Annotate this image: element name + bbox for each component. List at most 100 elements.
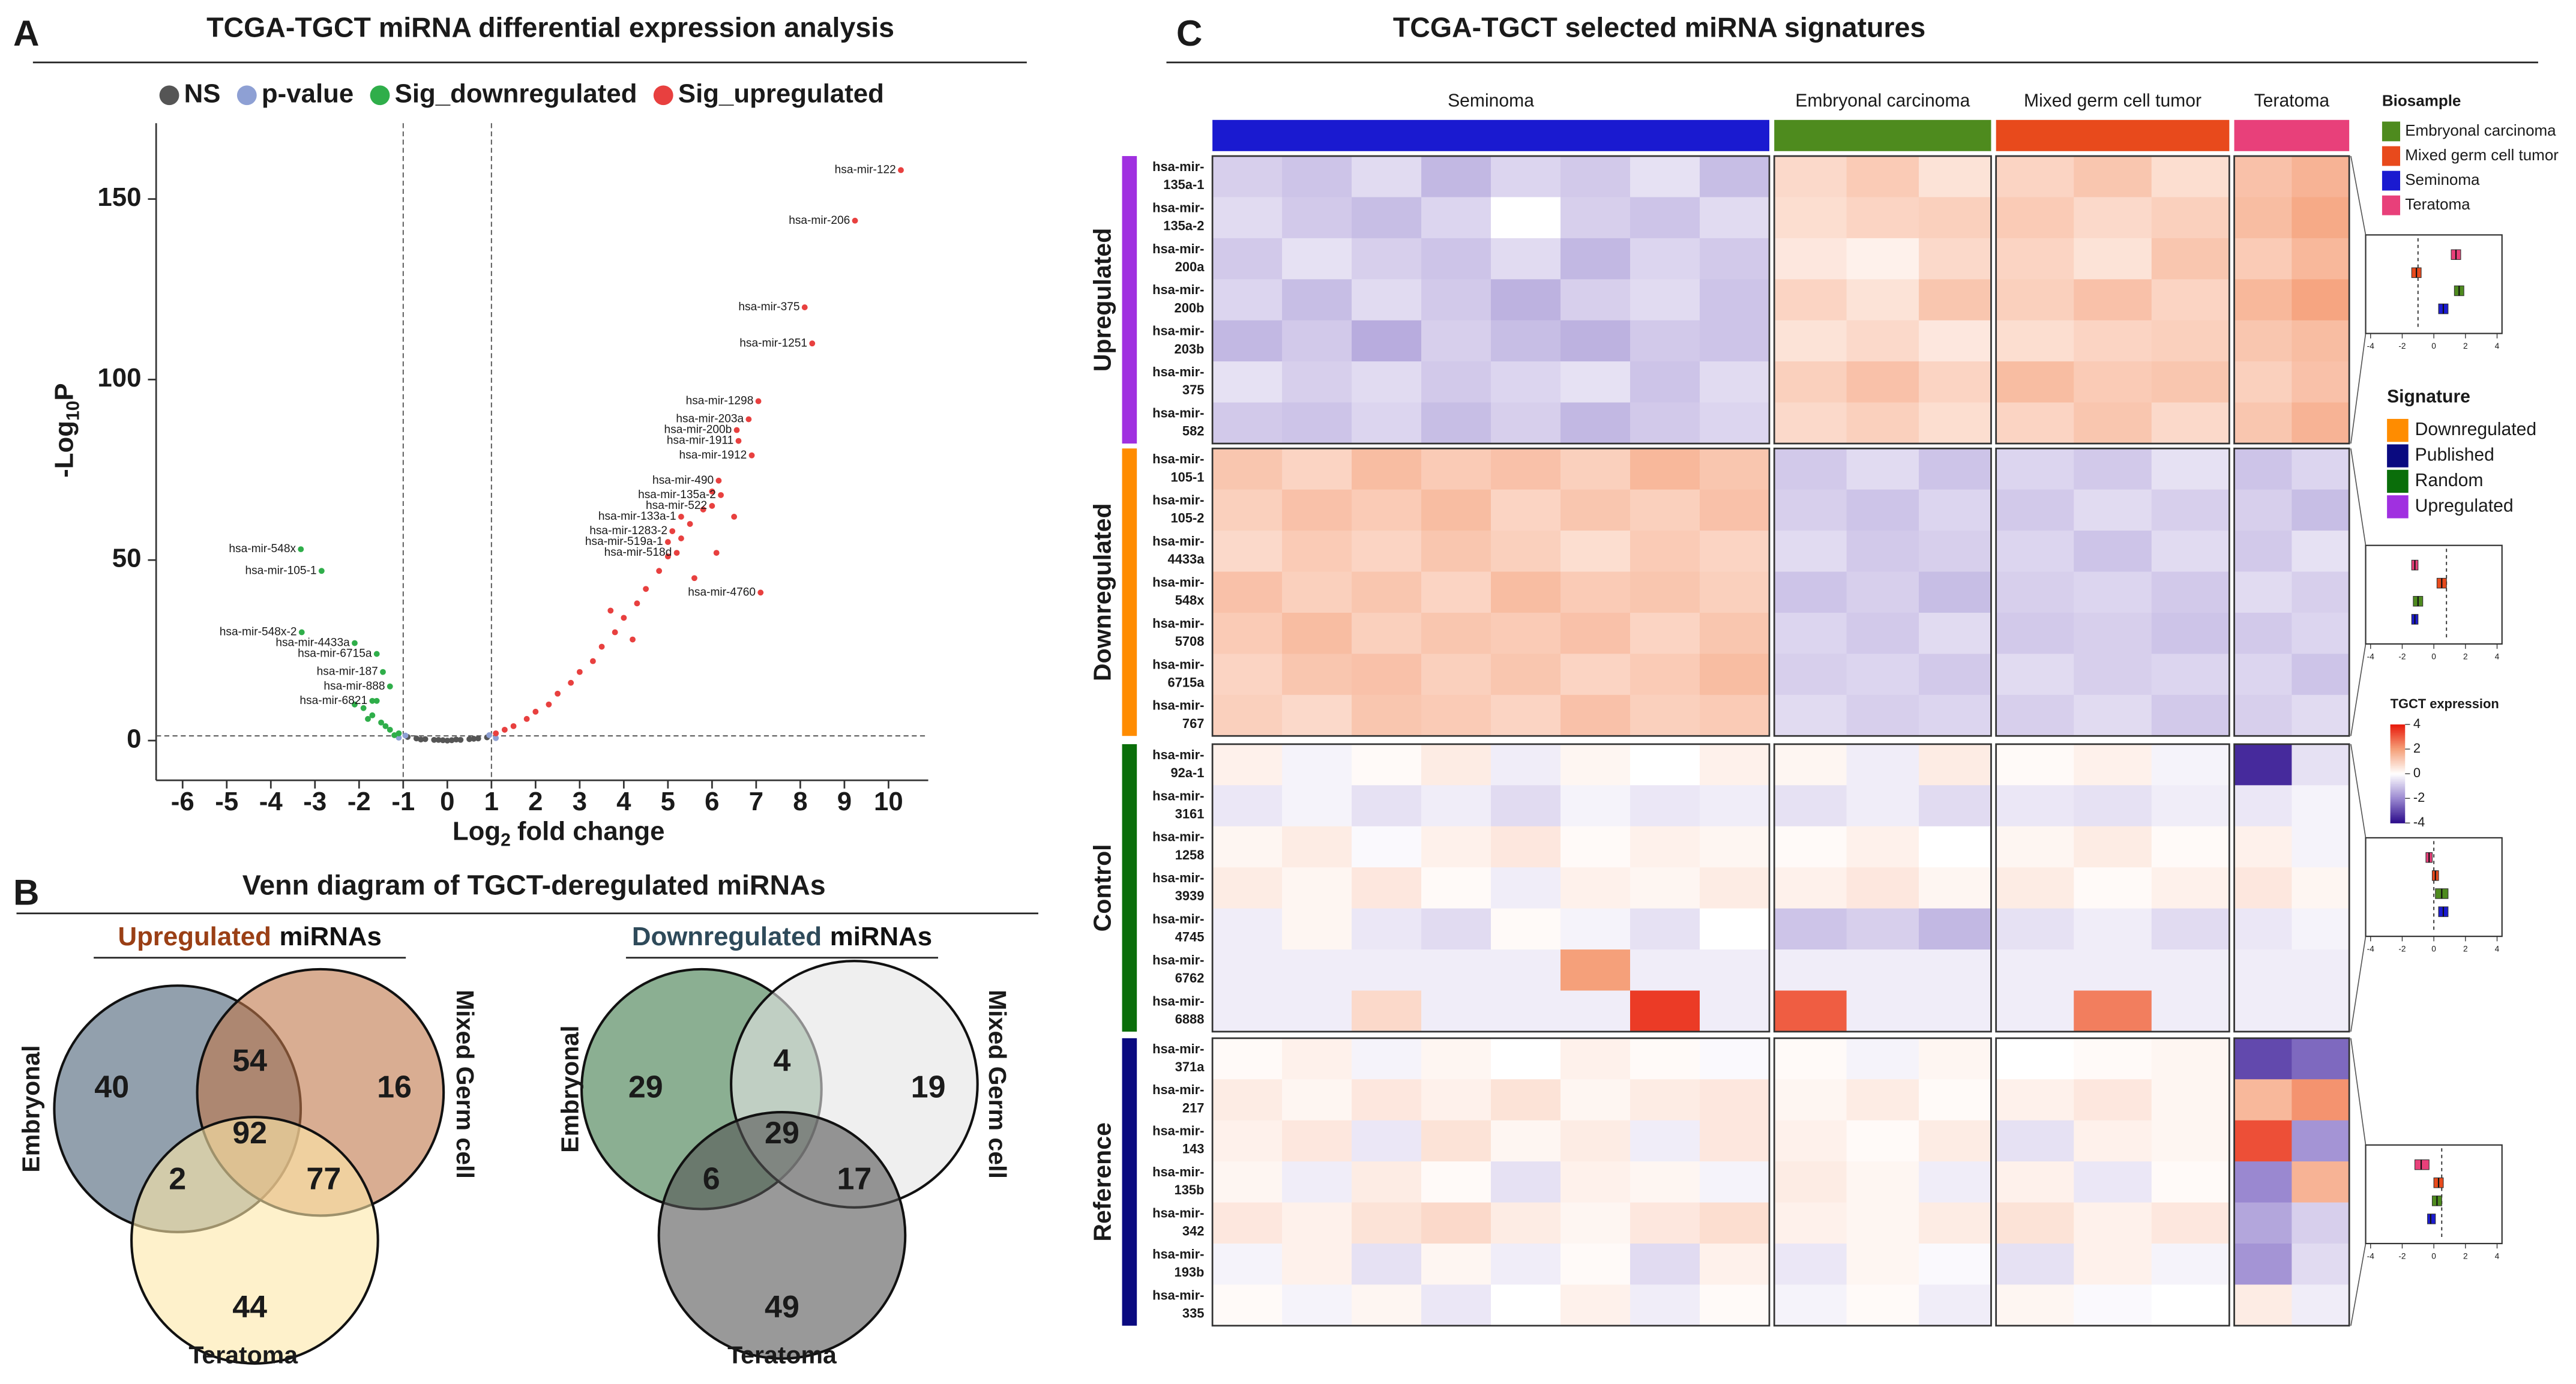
heatmap-cell <box>2151 1038 2230 1080</box>
heatmap-cell <box>1774 1243 1847 1286</box>
heatmap-cell <box>1560 320 1631 362</box>
labeled-point <box>352 640 358 646</box>
heatmap-cell <box>1421 448 1491 490</box>
heatmap-cell <box>1996 990 2075 1032</box>
x-tick-label: -5 <box>215 787 238 816</box>
heatmap-cell <box>1919 785 1992 827</box>
heatmap-cell <box>1774 1161 1847 1203</box>
heatmap-cell <box>1996 785 2075 827</box>
heatmap-cell <box>1282 785 1352 827</box>
heatmap-cell <box>2074 867 2152 909</box>
heatmap-cell <box>1282 1284 1352 1326</box>
heatmap-cell <box>1699 1202 1770 1244</box>
legend-swatch <box>159 85 179 106</box>
heatmap-cell <box>2234 694 2293 737</box>
heatmap-cell <box>2234 826 2293 868</box>
heatmap-cell <box>1282 238 1352 280</box>
heatmap-cell <box>1421 1079 1491 1121</box>
block-bar <box>1122 744 1137 1032</box>
row-label: 135a-1 <box>1163 177 1204 192</box>
heatmap-cell <box>2151 654 2230 696</box>
heatmap-cell <box>2151 826 2230 868</box>
heatmap-cell <box>1919 1243 1992 1286</box>
heatmap-cell <box>1212 612 1283 655</box>
colorbar-tick-label: -2 <box>2413 790 2425 805</box>
y-tick-label: 0 <box>127 724 141 754</box>
heatmap-cell <box>1996 156 2075 198</box>
row-label: 3161 <box>1175 806 1205 821</box>
legend-label: NS <box>184 79 221 108</box>
heatmap-cell <box>1421 744 1491 786</box>
heatmap-cell <box>1560 694 1631 737</box>
heatmap-cell <box>1560 531 1631 573</box>
colorbar-step <box>2390 750 2406 753</box>
group-label: Mixed germ cell tumor <box>2024 91 2201 111</box>
row-label: hsa-mir- <box>1152 952 1204 967</box>
heatmap-cell <box>2234 402 2293 444</box>
heatmap-cell <box>1282 448 1352 490</box>
heatmap-cell <box>1282 1161 1352 1203</box>
heatmap-cell <box>1212 949 1283 991</box>
heatmap-cell <box>1352 1161 1422 1203</box>
heatmap-cell <box>1699 156 1770 198</box>
heatmap-cell <box>1630 1038 1700 1080</box>
data-point <box>352 701 358 708</box>
box-tick-label: -2 <box>2398 945 2406 954</box>
heatmap-cell <box>1699 531 1770 573</box>
heatmap-cell <box>1846 949 1919 991</box>
labeled-point <box>298 546 304 553</box>
heatmap-cell <box>2292 489 2350 531</box>
heatmap-cell <box>1919 402 1992 444</box>
labeled-point <box>387 683 393 690</box>
heatmap-cell <box>1421 1202 1491 1244</box>
x-tick-label: 10 <box>874 787 903 816</box>
x-tick-label: -6 <box>171 787 194 816</box>
row-label: hsa-mir- <box>1152 241 1204 256</box>
heatmap-cell <box>2234 785 2293 827</box>
point-label: hsa-mir-519a-1 <box>585 535 663 548</box>
row-label: 371a <box>1175 1059 1205 1074</box>
heatmap-cell <box>1282 531 1352 573</box>
heatmap-cell <box>1560 1120 1631 1162</box>
row-label: 767 <box>1182 716 1205 731</box>
heatmap-cell <box>2074 654 2152 696</box>
point-label: hsa-mir-133a-1 <box>598 510 676 523</box>
data-point <box>510 723 517 729</box>
heatmap-cell <box>1774 197 1847 239</box>
heatmap-cell <box>2074 489 2152 531</box>
heatmap-cell <box>1630 1120 1700 1162</box>
connector <box>2350 744 2367 838</box>
heatmap-cell <box>2292 1038 2350 1080</box>
heatmap-cell <box>1212 1284 1283 1326</box>
heatmap-cell <box>1699 744 1770 786</box>
heatmap-cell <box>2151 489 2230 531</box>
colorbar-step <box>2390 793 2406 796</box>
row-label: hsa-mir- <box>1152 747 1204 762</box>
heatmap-cell <box>1630 867 1700 909</box>
data-point <box>731 514 738 520</box>
heatmap-cell <box>1699 571 1770 613</box>
heatmap-cell <box>1846 238 1919 280</box>
heatmap-cell <box>1630 785 1700 827</box>
heatmap-cell <box>2151 1161 2230 1203</box>
heatmap-cell <box>1846 654 1919 696</box>
colorbar-step <box>2390 768 2406 771</box>
heatmap-cell <box>1699 1079 1770 1121</box>
venn-subtitle-part: Downregulated <box>632 921 822 951</box>
heatmap-cell <box>1212 1161 1283 1203</box>
heatmap-cell <box>2292 785 2350 827</box>
heatmap-cell <box>1846 156 1919 198</box>
x-axis-label-sub: 2 <box>501 830 511 850</box>
heatmap-cell <box>1282 361 1352 403</box>
row-label: 342 <box>1182 1224 1205 1239</box>
heatmap-cell <box>1560 156 1631 198</box>
heatmap-cell <box>2074 744 2152 786</box>
heatmap-cell <box>1774 571 1847 613</box>
legend-label: Seminoma <box>2405 170 2480 188</box>
heatmap-cell <box>1846 694 1919 737</box>
heatmap-cell <box>1699 448 1770 490</box>
legend-swatch <box>370 85 390 106</box>
colorbar-step <box>2390 792 2406 794</box>
heatmap-cell <box>1996 1038 2075 1080</box>
row-label: hsa-mir- <box>1152 282 1204 297</box>
